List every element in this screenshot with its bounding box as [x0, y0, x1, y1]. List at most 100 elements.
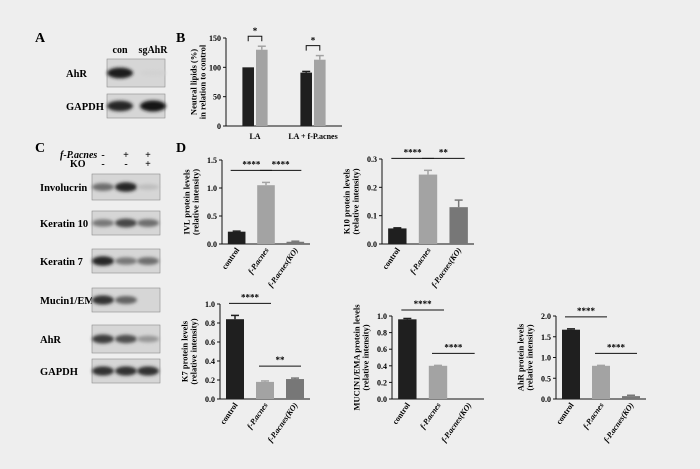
significance-label: ****: [272, 159, 291, 169]
blot-label-gapdh-a: GAPDH: [66, 102, 104, 113]
y-tick-label: 1.5: [207, 156, 217, 165]
bar-f-p-acnes-ko: [286, 379, 304, 399]
bar-f-p-acnes-ko: [622, 396, 640, 399]
panel-letter-a: A: [35, 31, 46, 46]
treatment-label-ko: KO: [70, 159, 86, 170]
x-tick-label-control: control: [391, 400, 413, 426]
y-axis-title-line: K10 protein levels: [342, 168, 352, 234]
significance-label: **: [439, 147, 449, 157]
blot-band-ahr-a: [140, 69, 166, 77]
y-tick-label: 1.0: [377, 312, 387, 321]
bar-control: [226, 319, 244, 399]
chart-3: 0.0 0.2 0.4 0.6 0.8 1.0 K7 protein levels(rela…: [180, 292, 310, 444]
blot-band-keratin-7-c: [92, 256, 114, 266]
significance-label: *: [311, 36, 316, 46]
x-tick-label-control: control: [381, 245, 403, 271]
blot-label-keratin-7-c: Keratin 7: [40, 257, 83, 268]
x-tick-label-f-p-acnes-ko: f-P.acnes(KO): [429, 246, 463, 289]
bar-la-series-1: [256, 49, 268, 126]
x-tick-label-la-f-p-acnes: LA + f-P.acnes: [288, 132, 337, 141]
y-tick-label: 0.0: [205, 395, 215, 404]
y-axis-title-line: (relative intensity): [191, 169, 201, 235]
panel-letter-d: D: [176, 141, 186, 156]
blot-label-keratin-10-c: Keratin 10: [40, 219, 88, 230]
treatment-mark: +: [145, 159, 151, 170]
blot-band-keratin-10-c: [92, 219, 114, 227]
significance-label: ****: [444, 342, 463, 352]
x-tick-label-f-p-acnes: f-P.acnes: [246, 246, 270, 276]
significance-label: *: [253, 26, 258, 36]
y-tick-label: 1.0: [541, 354, 551, 363]
bar-f-p-acnes: [418, 174, 438, 244]
y-axis-title-line: Neutral lipids (%): [189, 49, 199, 115]
blot-band-involucrin-c: [92, 183, 114, 191]
y-tick-label: 0.2: [367, 183, 377, 192]
significance-bracket: [305, 45, 321, 51]
blot-band-involucrin-c: [137, 184, 159, 190]
blot-band-keratin-7-c: [137, 257, 159, 265]
y-tick-label: 1.0: [205, 300, 215, 309]
blot-band-gapdh-a: [107, 100, 133, 112]
y-tick-label: 100: [209, 63, 221, 72]
y-tick-label: 0.8: [205, 319, 215, 328]
bar-control: [562, 329, 580, 399]
significance-label: ****: [414, 299, 433, 309]
blot-band-ahr-c: [115, 334, 137, 344]
y-axis-title-line: MUCIN1/EMA protein levels: [352, 304, 362, 411]
x-tick-label-f-p-acnes: f-P.acnes: [581, 401, 605, 431]
chart-1: D 0.0 0.5 1.0 1.5 IVL protein levels(relative…: [176, 141, 310, 289]
treatment-mark: -: [101, 150, 104, 161]
blot-band-keratin-10-c: [137, 219, 159, 227]
x-tick-label-f-p-acnes: f-P.acnes: [418, 401, 442, 431]
treatment-mark: +: [123, 150, 129, 161]
x-tick-label-la: LA: [249, 132, 260, 141]
y-tick-label: 0.5: [207, 212, 217, 221]
y-tick-label: 0.6: [205, 338, 215, 347]
blot-band-keratin-10-c: [115, 218, 137, 228]
y-axis-title-line: (relative intensity): [525, 324, 535, 390]
blot-band-gapdh-a: [140, 100, 166, 112]
y-tick-label: 1.0: [207, 184, 217, 193]
significance-label: ****: [607, 342, 626, 352]
y-tick-label: 150: [209, 34, 221, 43]
blot-band-mucin1-ema-c: [92, 295, 114, 305]
treatment-mark: -: [101, 159, 104, 170]
y-axis-title: IVL protein levels(relative intensity): [182, 169, 201, 235]
y-axis-title-line: (relative intensity): [189, 318, 199, 384]
y-tick-label: 0.2: [205, 376, 215, 385]
x-tick-label-control: control: [218, 400, 240, 426]
significance-label: ****: [241, 292, 260, 302]
bar-f-p-acnes: [257, 185, 275, 244]
y-tick-label: 1.5: [541, 333, 551, 342]
blot-band-gapdh-c: [115, 366, 137, 376]
y-axis-title-line: (relative intensity): [361, 324, 371, 390]
x-tick-label-control: control: [554, 400, 576, 426]
x-tick-label-f-p-acnes-ko: f-P.acnes(KO): [439, 401, 473, 444]
chart-4: 0.0 0.2 0.4 0.6 0.8 1.0 MUCIN1/EMA protein lev…: [352, 299, 484, 444]
blot-label-gapdh-c: GAPDH: [40, 367, 78, 378]
x-tick-label-f-p-acnes-ko: f-P.acnes(KO): [602, 401, 636, 444]
blot-band-involucrin-c: [115, 182, 137, 192]
y-axis-title-line: (relative intensity): [351, 168, 361, 234]
significance-label: ****: [242, 159, 261, 169]
bar-la-f-p-acnes-series-0: [300, 72, 312, 126]
blot-label-ahr-c: AhR: [40, 335, 61, 346]
x-tick-label-control: control: [220, 245, 242, 271]
bar-f-p-acnes: [592, 365, 610, 399]
significance-label: **: [276, 355, 286, 365]
bar-f-p-acnes: [256, 381, 274, 399]
y-axis-title: K10 protein levels(relative intensity): [342, 168, 361, 235]
bar-control: [227, 231, 246, 244]
chart-5: 0.0 0.5 1.0 1.5 2.0 AhR protein levels(relati…: [516, 306, 646, 444]
y-tick-label: 0.0: [541, 395, 551, 404]
y-tick-label: 2.0: [541, 312, 551, 321]
treatment-label-f-p-acnes: f-P.acnes: [60, 150, 97, 161]
y-axis-title: AhR protein levels(relative intensity): [516, 323, 535, 391]
blot-band-gapdh-c: [92, 366, 114, 376]
y-tick-label: 0.3: [367, 155, 377, 164]
y-axis-title-line: AhR protein levels: [516, 323, 526, 391]
